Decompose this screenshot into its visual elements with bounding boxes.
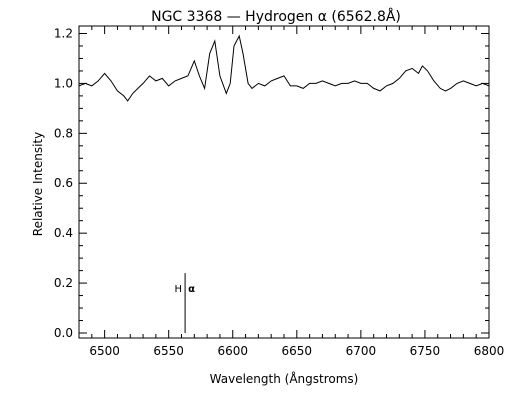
h-alpha-label-h: H — [175, 284, 183, 295]
x-axis-label: Wavelength (Ångstroms) — [210, 371, 359, 386]
x-axis: 6500 6550 6600 6650 6700 6750 6800 — [78, 26, 505, 358]
x-tick-label: 6500 — [89, 344, 120, 358]
plot-frame — [78, 25, 490, 339]
y-tick-label: 1.2 — [54, 26, 73, 40]
x-tick-label: 6750 — [410, 344, 441, 358]
x-tick-label: 6800 — [474, 344, 505, 358]
y-tick-label: 0.4 — [54, 226, 73, 240]
y-tick-label: 1.0 — [54, 76, 73, 90]
h-alpha-label-alpha: α — [188, 284, 195, 295]
y-tick-label: 0.0 — [54, 326, 73, 340]
y-axis-label: Relative Intensity — [31, 132, 45, 236]
x-tick-label: 6600 — [217, 344, 248, 358]
y-tick-label: 0.6 — [54, 176, 73, 190]
x-tick-label: 6700 — [346, 344, 377, 358]
x-tick-label: 6650 — [282, 344, 313, 358]
x-tick-label: 6550 — [153, 344, 184, 358]
y-tick-label: 0.2 — [54, 276, 73, 290]
y-axis: 0.0 0.2 0.4 0.6 0.8 1.0 1.2 — [54, 26, 489, 340]
y-tick-label: 0.8 — [54, 126, 73, 140]
chart-title: NGC 3368 — Hydrogen α (6562.8Å) — [151, 8, 401, 25]
spectrum-line — [78, 34, 490, 102]
